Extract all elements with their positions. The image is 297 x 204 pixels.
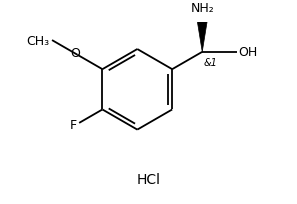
- Text: HCl: HCl: [137, 172, 160, 186]
- Text: &1: &1: [204, 58, 218, 68]
- Text: F: F: [69, 118, 76, 131]
- Text: OH: OH: [239, 46, 258, 59]
- Text: NH₂: NH₂: [190, 2, 214, 15]
- Text: O: O: [70, 47, 80, 60]
- Text: CH₃: CH₃: [26, 34, 49, 47]
- Polygon shape: [197, 18, 208, 53]
